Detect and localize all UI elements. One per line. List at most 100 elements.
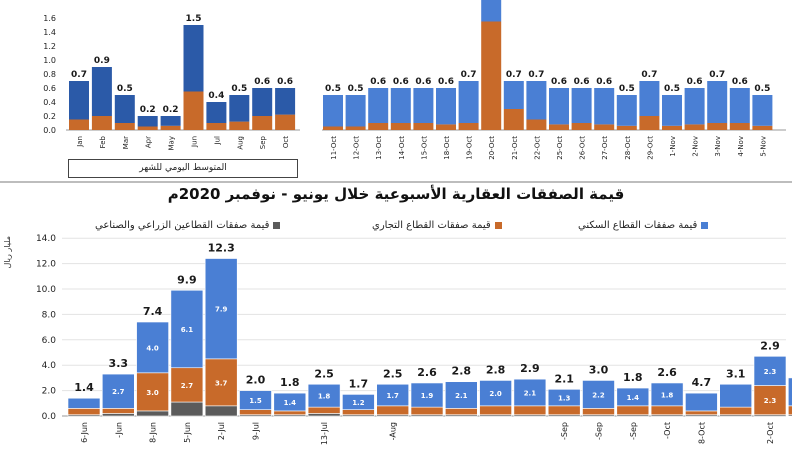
residential-bar <box>102 373 135 409</box>
daily-residential-bar <box>707 81 728 123</box>
daily-total-label: 0.6 <box>370 77 386 87</box>
commercial-bar <box>650 405 684 416</box>
monthly-category-label: Jan <box>76 136 84 148</box>
residential-value-label: 1.9 <box>421 392 434 400</box>
y-tick-label: 12.0 <box>36 260 56 270</box>
y-tick-label: 6.0 <box>42 336 57 346</box>
commercial-bar <box>547 405 581 416</box>
daily-commercial-bar <box>594 124 615 130</box>
total-value-label: 2.5 <box>314 367 334 380</box>
residential-value-label: 1.3 <box>558 395 571 403</box>
monthly-residential-bar <box>229 95 250 122</box>
top-y-tick-label: 0.8 <box>43 70 56 79</box>
residential-bar <box>273 392 307 412</box>
y-tick-label: 8.0 <box>42 310 57 320</box>
legend-commercial-swatch <box>494 221 502 229</box>
daily-commercial-bar <box>662 125 682 130</box>
monthly-category-label: Feb <box>99 135 107 148</box>
total-value-label: 2.6 <box>417 366 437 379</box>
daily-total-label: 0.5 <box>754 84 770 94</box>
daily-total-label: 0.6 <box>574 77 590 87</box>
x-category-label: 9-Jul <box>252 422 261 440</box>
top-y-tick-label: 1.6 <box>43 14 56 23</box>
x-category-label: -Sep <box>629 422 638 440</box>
monthly-residential-bar <box>91 67 112 116</box>
y-tick-label: 10.0 <box>36 285 56 295</box>
y-tick-label: 2.0 <box>42 387 57 397</box>
monthly-commercial-bar <box>69 119 89 130</box>
residential-value-label: 2.1 <box>455 392 468 400</box>
monthly-category-label: Oct <box>282 136 290 148</box>
residential-value-label: 2.7 <box>112 388 125 396</box>
monthly-total-label: 0.2 <box>163 105 179 115</box>
daily-total-label: 0.5 <box>619 84 635 94</box>
daily-commercial-bar <box>503 109 524 130</box>
daily-total-label: 0.6 <box>393 77 409 87</box>
legend-commercial: قيمة صفقات القطاع التجاري <box>372 220 502 231</box>
commercial-value-label: 3.7 <box>215 379 228 387</box>
residential-bar <box>616 387 650 407</box>
daily-category-label: 3-Nov <box>714 136 722 157</box>
monthly-residential-bar <box>206 102 227 123</box>
residential-value-label: 2.2 <box>592 391 605 399</box>
daily-total-label: 0.5 <box>664 84 680 94</box>
commercial-bar <box>787 405 792 416</box>
legend-residential-swatch <box>701 221 709 229</box>
commercial-value-label: 2.7 <box>181 382 194 390</box>
residential-bar <box>650 382 684 407</box>
daily-category-label: 28-Oct <box>624 136 632 160</box>
y-tick-label: 14.0 <box>36 234 56 244</box>
daily-category-label: 18-Oct <box>443 136 451 160</box>
monthly-total-label: 0.6 <box>277 77 293 87</box>
residential-bar <box>376 383 410 407</box>
agricultural-bar <box>204 405 238 417</box>
daily-commercial-bar <box>436 124 456 130</box>
daily-residential-bar <box>323 95 343 127</box>
daily-residential-bar <box>345 95 366 127</box>
monthly-total-label: 0.5 <box>231 84 247 94</box>
monthly-commercial-bar <box>160 125 181 130</box>
daily-category-label: 15-Oct <box>420 136 428 160</box>
total-value-label: 2.0 <box>246 374 266 387</box>
daily-commercial-bar <box>707 123 728 130</box>
weekly-transactions-chart: 0.0 2.0 4.0 6.0 8.0 10.0 12.0 14.0 1.4 6-Jun 2.7 3.… <box>36 234 792 445</box>
commercial-bar <box>204 358 238 407</box>
residential-bar <box>685 392 718 412</box>
residential-bar <box>239 390 272 410</box>
daily-commercial-bar <box>729 123 750 130</box>
daily-commercial-bar <box>526 119 547 130</box>
daily-category-label: 19-Oct <box>466 136 474 160</box>
legend-commercial-label: قيمة صفقات القطاع التجاري <box>372 220 491 231</box>
daily-commercial-bar <box>413 123 434 130</box>
monthly-commercial-bar <box>137 126 158 130</box>
monthly-residential-bar <box>137 116 158 127</box>
monthly-total-label: 0.7 <box>71 70 87 80</box>
commercial-bar <box>136 372 169 412</box>
daily-commercial-bar <box>481 21 502 130</box>
residential-value-label: 1.8 <box>661 391 674 399</box>
daily-commercial-bar <box>368 123 389 130</box>
monthly-residential-bar <box>252 88 273 116</box>
commercial-bar <box>479 405 512 416</box>
chart-title: قيمة الصفقات العقارية الأسبوعية خلال يون… <box>167 185 625 203</box>
daily-residential-bar <box>639 81 660 116</box>
total-value-label: 9.9 <box>177 273 197 286</box>
daily-total-label: 0.7 <box>461 70 477 80</box>
commercial-bar <box>376 405 410 416</box>
daily-residential-bar <box>752 95 773 126</box>
monthly-category-label: May <box>168 136 176 150</box>
monthly-total-label: 0.9 <box>94 56 110 66</box>
total-value-label: 2.9 <box>760 339 780 352</box>
x-category-label: -Sep <box>560 422 569 440</box>
residential-bar <box>787 377 792 407</box>
commercial-bar <box>67 408 101 416</box>
commercial-bar <box>102 408 135 414</box>
residential-bar <box>204 258 238 360</box>
total-value-label: 3.0 <box>589 363 609 376</box>
y-tick-label: 4.0 <box>42 361 57 371</box>
daily-category-label: 2-Nov <box>692 136 700 157</box>
residential-value-label: 4.0 <box>146 344 159 352</box>
monthly-category-label: Apr <box>145 136 153 148</box>
top-y-tick-label: 0.0 <box>43 126 56 135</box>
daily-total-label: 0.6 <box>687 77 703 87</box>
